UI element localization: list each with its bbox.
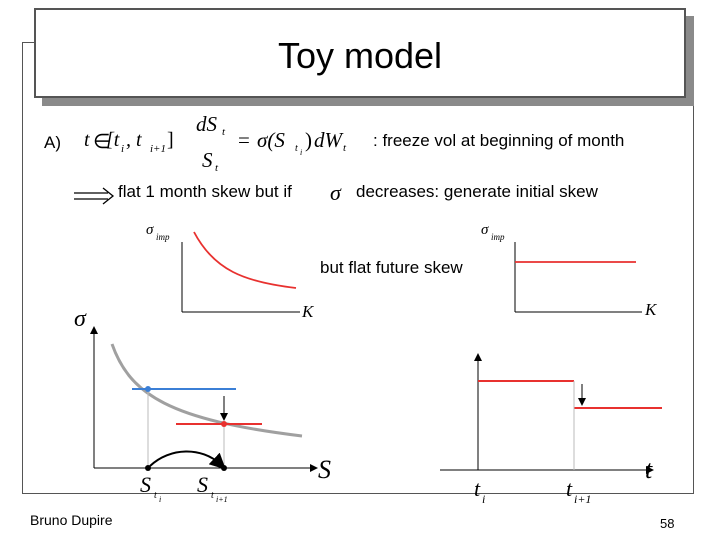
- shift-arrow-icon: [149, 450, 226, 470]
- tick-ti-sub: i: [482, 492, 486, 506]
- formula-sigma-sub: t: [295, 143, 298, 154]
- formula-comma: , t: [126, 129, 142, 151]
- left-small-ylabel: σ: [146, 222, 154, 238]
- implication-arrow-icon: [74, 187, 115, 205]
- tick-ti1-sub: i+1: [574, 492, 592, 506]
- implication-text: flat 1 month skew but if: [118, 182, 292, 201]
- blue-point: [145, 386, 151, 392]
- tick-s-ti: S: [140, 472, 151, 497]
- big-left-ylabel: σ: [74, 306, 86, 332]
- future-text: but flat future skew: [320, 258, 463, 277]
- formula-dS: dS: [196, 112, 217, 136]
- formula-in: ∈: [93, 131, 111, 153]
- footer-author: Bruno Dupire: [30, 512, 113, 528]
- right-small-ylabel-sub: imp: [491, 232, 505, 242]
- right-small-xlabel: K: [645, 300, 657, 319]
- tick-s-ti1-sub: t: [211, 490, 214, 501]
- smile-curve: [110, 343, 303, 438]
- slide-title: Toy model: [277, 35, 443, 76]
- tick-s-ti1: S: [197, 472, 208, 497]
- right-small-chart: [514, 242, 642, 313]
- tick-s-ti-subsub: i: [159, 495, 162, 504]
- formula-sigma: σ(S: [257, 128, 285, 152]
- sigma-symbol: σ: [330, 180, 341, 205]
- formula-sub-i1: i+1: [150, 143, 166, 155]
- big-right-chart: [440, 353, 662, 474]
- tick-s-ti1-subsub: i+1: [216, 495, 228, 504]
- right-small-ylabel: σ: [481, 222, 489, 238]
- left-small-ylabel-sub: imp: [156, 232, 170, 242]
- formula-sub-i: i: [121, 143, 125, 155]
- left-small-chart: [181, 231, 300, 313]
- tick-point-ti1: [221, 465, 227, 471]
- tick-point-ti: [145, 465, 151, 471]
- title-box: Toy model: [34, 8, 686, 98]
- left-small-skew-curve: [193, 231, 297, 289]
- formula-dW-sub: t: [343, 142, 347, 154]
- left-small-xlabel: K: [302, 302, 314, 321]
- formula-interval-open: [t: [106, 129, 120, 151]
- decreases-text: decreases: generate initial skew: [356, 182, 598, 201]
- formula-dS-sub: t: [222, 126, 226, 138]
- formula-equals: =: [238, 128, 250, 152]
- freeze-text: : freeze vol at beginning of month: [373, 131, 625, 150]
- big-left-xlabel: S: [318, 455, 331, 484]
- formula-dW: dW: [314, 128, 342, 152]
- tick-s-ti-sub: t: [154, 490, 157, 501]
- big-left-chart: [90, 326, 318, 472]
- formula-S-sub: t: [215, 162, 219, 174]
- formula-sigma-subsub: i: [300, 148, 303, 157]
- footer-page-number: 58: [660, 516, 675, 531]
- red-point: [221, 421, 227, 427]
- formula-t: t: [84, 129, 90, 151]
- formula-interval-close: ]: [167, 129, 174, 151]
- tick-ti: t: [474, 476, 481, 501]
- formula-S: S: [202, 148, 213, 172]
- tick-ti1: t: [566, 476, 573, 501]
- formula-close-paren: ): [305, 128, 312, 152]
- label-a: A): [44, 133, 61, 152]
